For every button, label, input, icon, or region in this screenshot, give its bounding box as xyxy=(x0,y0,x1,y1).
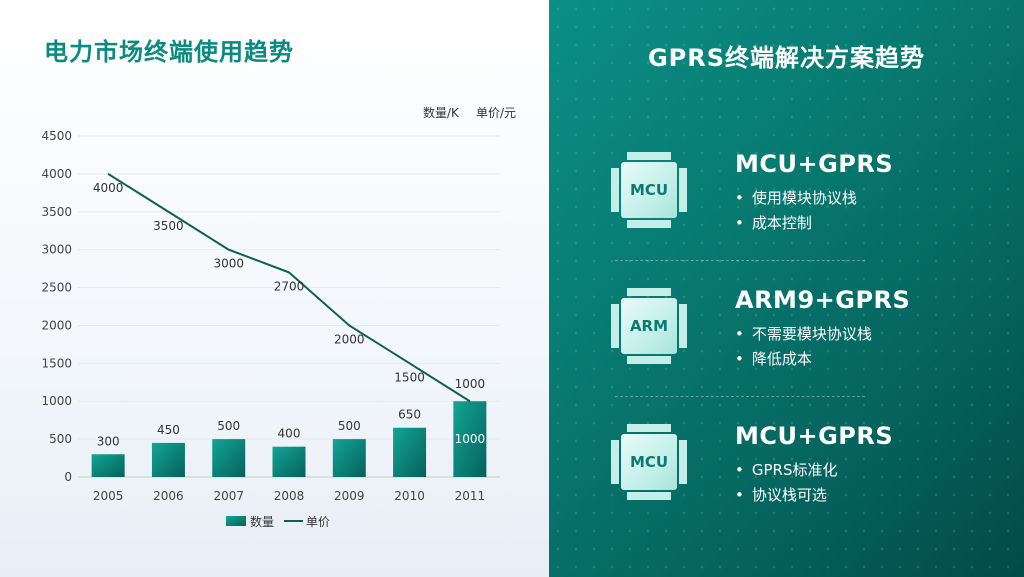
chip-icon: MCU xyxy=(611,152,687,228)
x-tick-label: 2011 xyxy=(455,489,486,503)
bar xyxy=(393,427,427,477)
line-data-label: 1500 xyxy=(394,370,425,384)
bar-data-label: 1000 xyxy=(455,432,486,446)
x-tick-label: 2005 xyxy=(93,489,124,503)
y-tick-label: 3000 xyxy=(41,243,72,257)
solution-card-arm9-gprs: ARM ARM9+GPRS 不需要模块协议栈 降低成本 xyxy=(549,286,1024,406)
trend-chart: 0 500 1000 1500 2000 2500 3000 3500 4000 4500 2005… xyxy=(41,129,500,529)
left-panel: 电力市场终端使用趋势 数量/K 单价/元 0 500 1000 1500 2000 250… xyxy=(0,0,549,577)
bar-data-label: 400 xyxy=(278,427,301,441)
chip-label: MCU xyxy=(621,434,677,490)
solution-bullets: 使用模块协议栈 成本控制 xyxy=(735,186,857,236)
solution-card-mcu-gprs-1: MCU MCU+GPRS 使用模块协议栈 成本控制 xyxy=(549,150,1024,270)
chip-icon: MCU xyxy=(611,424,687,500)
y-tick-label: 500 xyxy=(49,432,72,446)
line-data-label: 2700 xyxy=(274,279,305,293)
unit-price-label: 单价/元 xyxy=(476,106,517,120)
y-tick-label: 4000 xyxy=(41,167,72,181)
bar-data-label: 650 xyxy=(398,408,421,422)
solution-title: MCU+GPRS xyxy=(735,422,894,450)
y-tick-label: 1500 xyxy=(41,356,72,370)
bar xyxy=(332,439,366,477)
y-tick-label: 3500 xyxy=(41,205,72,219)
legend-bar-swatch xyxy=(226,516,246,526)
bar xyxy=(212,439,246,477)
y-tick-label: 4500 xyxy=(41,129,72,143)
solution-card-mcu-gprs-2: MCU MCU+GPRS GPRS标准化 协议栈可选 xyxy=(549,422,1024,542)
bullet-item: 不需要模块协议栈 xyxy=(735,322,872,347)
price-point xyxy=(288,271,290,273)
bar-data-label: 500 xyxy=(338,419,361,433)
bullet-item: 使用模块协议栈 xyxy=(735,186,857,211)
line-data-label: 4000 xyxy=(93,181,124,195)
y-tick-label: 2500 xyxy=(41,281,72,295)
right-panel: GPRS终端解决方案趋势 MCU MCU+GPRS 使用模块协议栈 成本控制 xyxy=(549,0,1024,577)
price-point xyxy=(167,211,169,213)
bar-data-label: 300 xyxy=(97,434,120,448)
x-tick-label: 2007 xyxy=(213,489,244,503)
x-tick-label: 2010 xyxy=(394,489,425,503)
unit-quantity-label: 数量/K xyxy=(423,106,459,120)
bullet-item: 降低成本 xyxy=(735,347,872,372)
line-data-label: 1000 xyxy=(455,377,486,391)
divider xyxy=(615,396,865,397)
left-panel-title: 电力市场终端使用趋势 xyxy=(44,38,294,66)
legend-label: 单价 xyxy=(306,515,330,529)
price-point xyxy=(107,173,109,175)
legend-label: 数量 xyxy=(250,514,274,529)
bar-data-label: 500 xyxy=(217,419,240,433)
solution-title: MCU+GPRS xyxy=(735,150,894,178)
x-tick-label: 2009 xyxy=(334,489,365,503)
price-point xyxy=(409,362,411,364)
y-tick-label: 0 xyxy=(64,470,72,484)
x-tick-label: 2006 xyxy=(153,489,184,503)
line-data-label: 2000 xyxy=(334,332,365,346)
solution-bullets: GPRS标准化 协议栈可选 xyxy=(735,458,838,508)
divider xyxy=(615,260,865,261)
bullet-item: 协议栈可选 xyxy=(735,483,837,508)
y-tick-label: 1000 xyxy=(41,394,72,408)
line-data-label: 3500 xyxy=(153,219,184,233)
bar xyxy=(151,442,185,477)
bullet-item: GPRS标准化 xyxy=(735,458,838,483)
price-point xyxy=(228,249,230,251)
bar-data-label: 450 xyxy=(157,423,180,437)
price-point xyxy=(348,324,350,326)
solution-bullets: 不需要模块协议栈 降低成本 xyxy=(735,322,872,372)
line-data-label: 3000 xyxy=(213,257,244,271)
bar xyxy=(453,401,487,477)
bar xyxy=(91,454,125,477)
chip-label: ARM xyxy=(621,298,677,354)
price-point xyxy=(469,400,471,402)
chip-icon: ARM xyxy=(611,288,687,364)
chip-label: MCU xyxy=(621,162,677,218)
solution-title: ARM9+GPRS xyxy=(735,286,911,314)
right-panel-title: GPRS终端解决方案趋势 xyxy=(647,44,926,72)
bullet-item: 成本控制 xyxy=(735,211,857,236)
bar xyxy=(272,446,306,477)
y-tick-label: 2000 xyxy=(41,318,72,332)
x-tick-label: 2008 xyxy=(274,489,305,503)
